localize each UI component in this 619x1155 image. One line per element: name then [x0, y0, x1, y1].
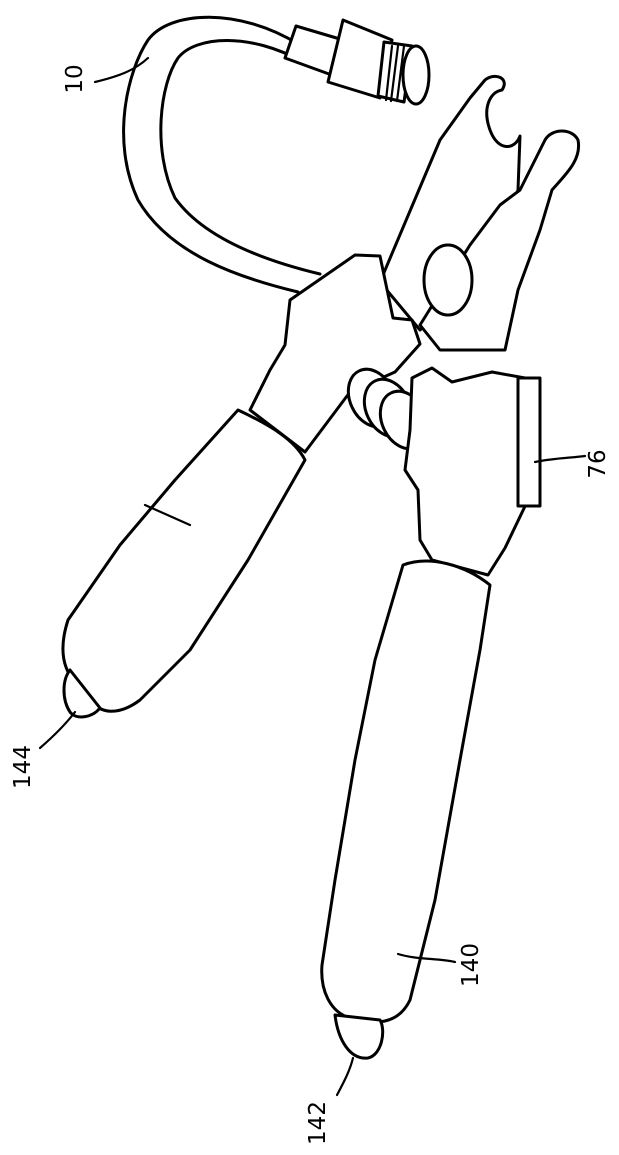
label-lower-grip-tip: 142 — [305, 1101, 331, 1145]
label-clamp: 76 — [585, 449, 611, 478]
lower-handle — [405, 368, 528, 575]
upper-grip — [63, 410, 305, 717]
label-upper-grip-tip: 144 — [10, 745, 36, 789]
label-lower-grip: 140 — [458, 943, 484, 987]
label-hose: 10 — [62, 64, 88, 93]
clamp-plate — [518, 378, 540, 506]
hose-fitting — [285, 20, 429, 104]
pivot-hole — [424, 245, 472, 315]
